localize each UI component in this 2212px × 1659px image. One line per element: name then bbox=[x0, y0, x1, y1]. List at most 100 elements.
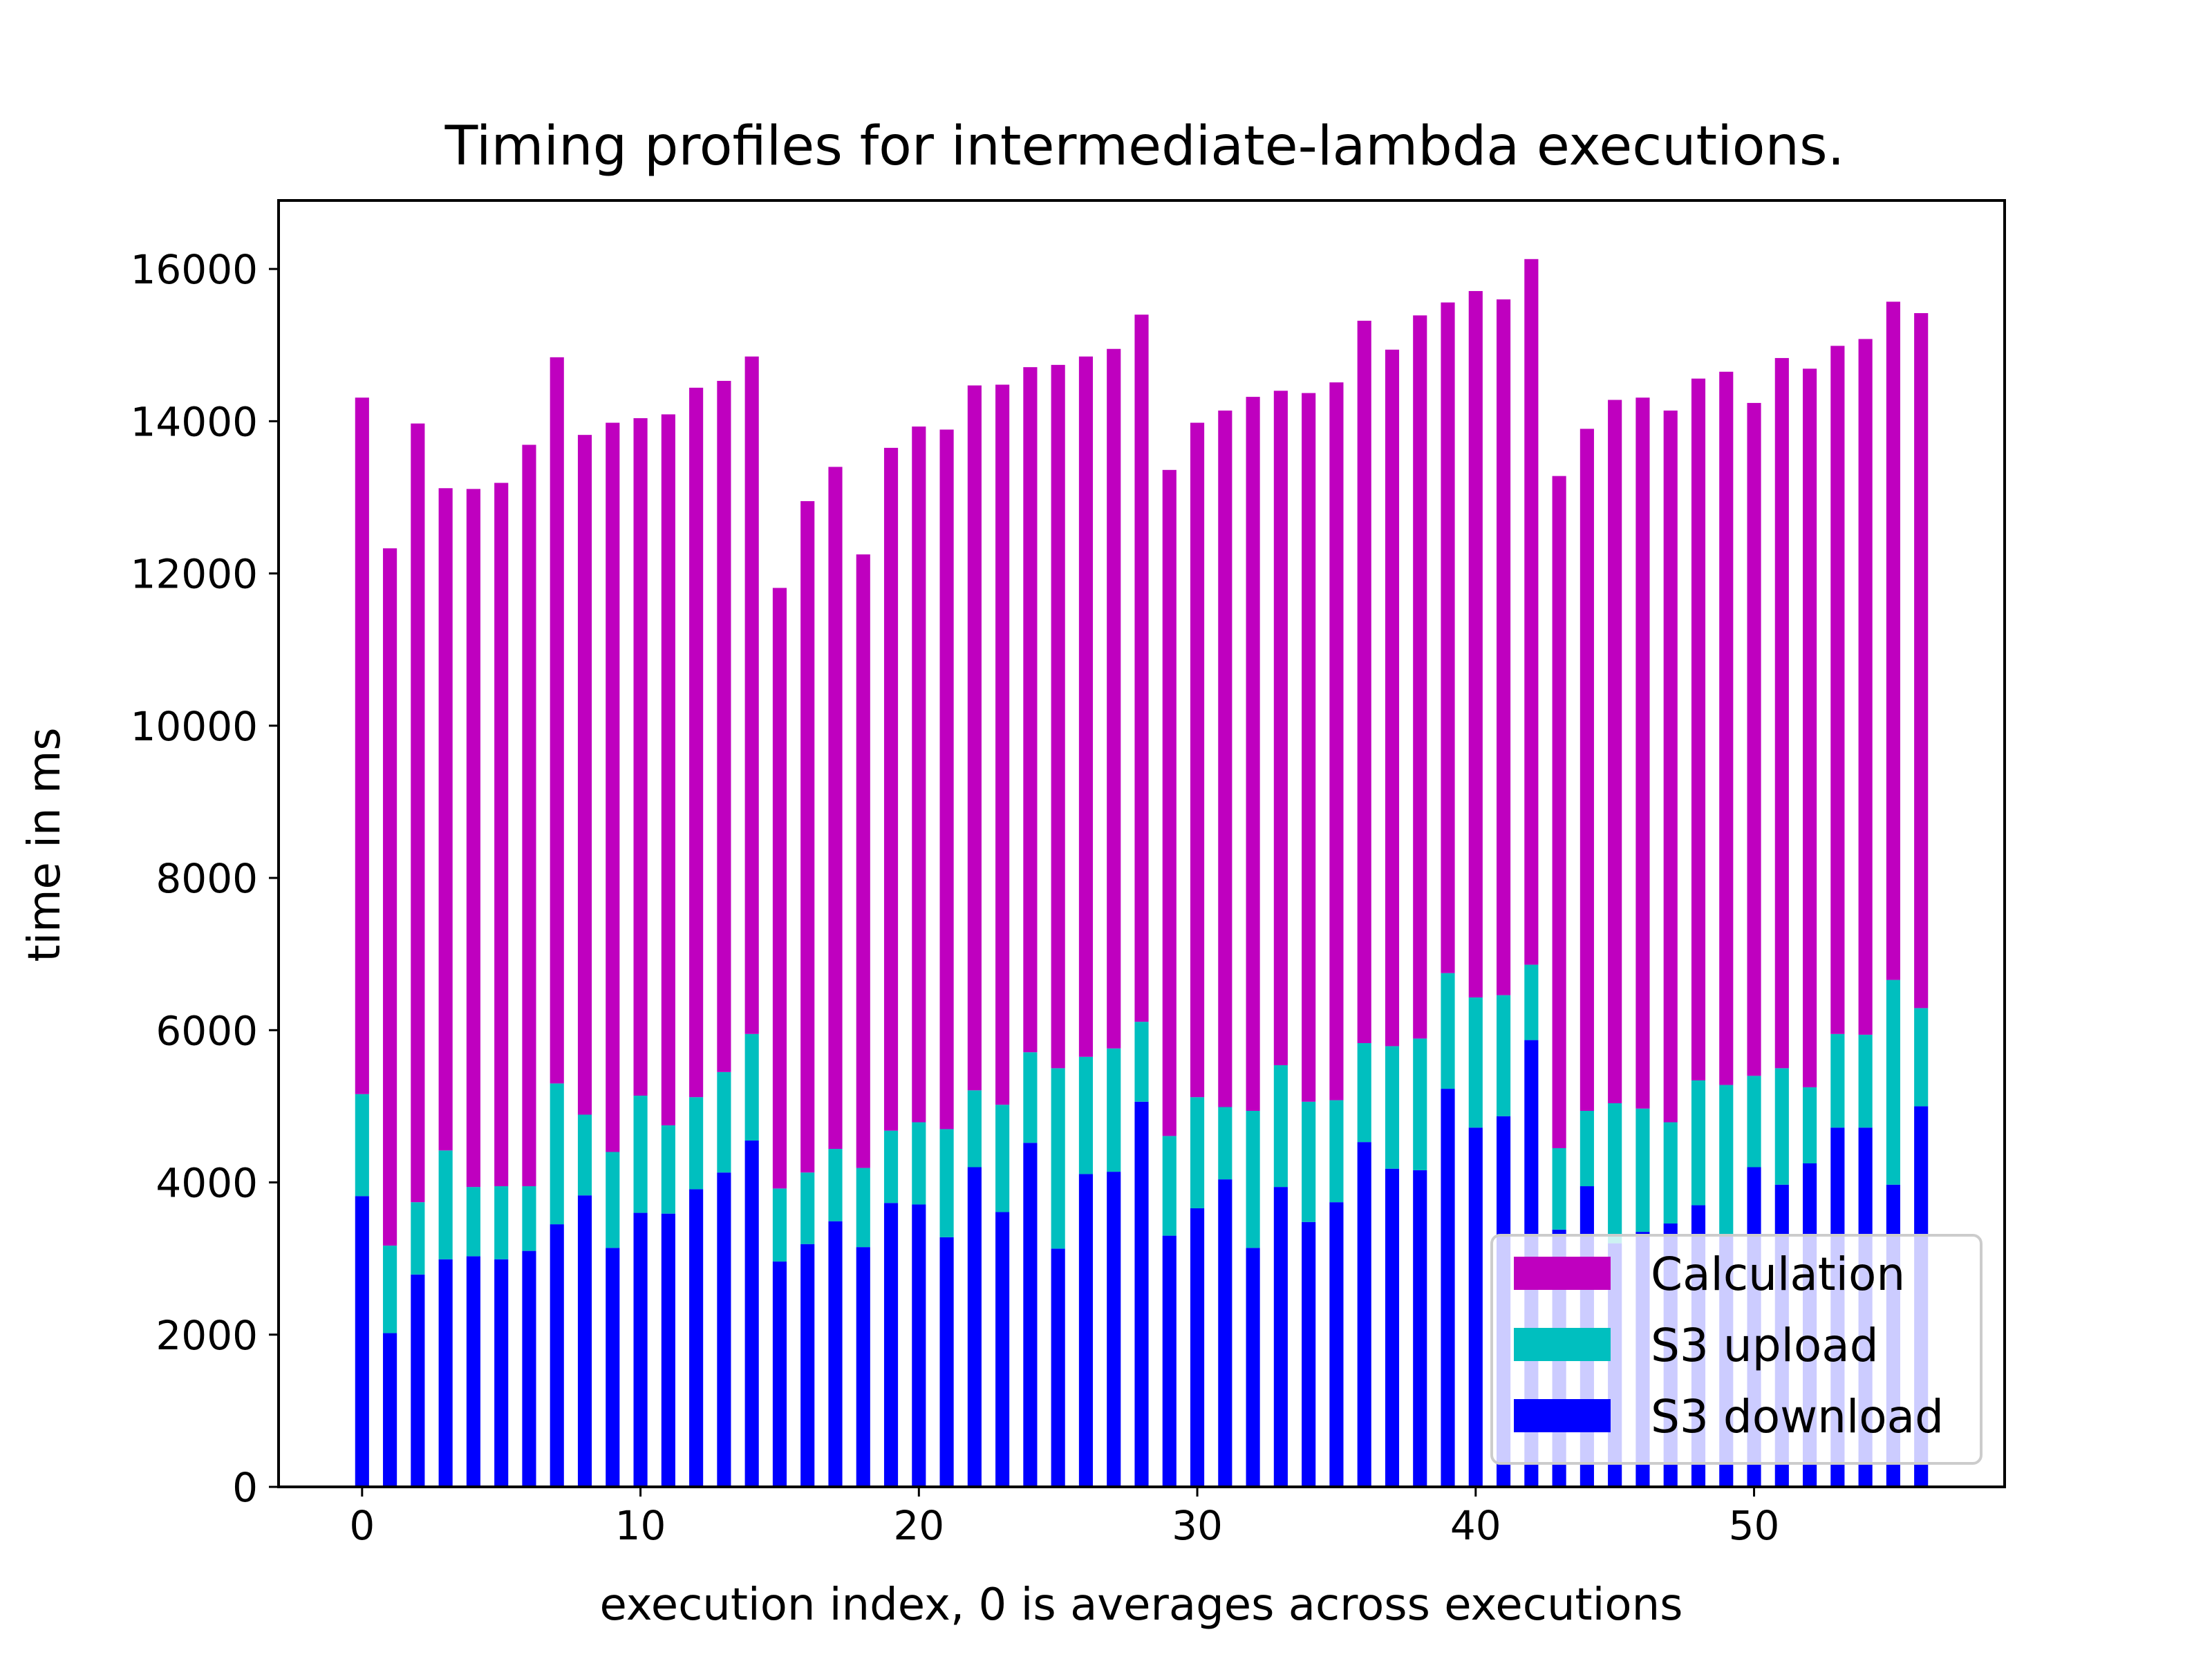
bar-segment-s3-download-1 bbox=[383, 1333, 397, 1487]
bar-segment-s3-upload-2 bbox=[411, 1202, 425, 1275]
legend: Calculation S3 upload S3 download bbox=[1490, 1234, 1983, 1465]
bar-segment-s3-download-26 bbox=[1078, 1174, 1094, 1487]
bar-segment-calculation-28 bbox=[1134, 315, 1149, 1022]
bar-segment-s3-download-23 bbox=[995, 1212, 1010, 1487]
bar-segment-calculation-49 bbox=[1719, 371, 1734, 1085]
bar-segment-calculation-38 bbox=[1413, 315, 1427, 1039]
bar-segment-s3-download-17 bbox=[828, 1221, 843, 1487]
y-tick-label-2000: 2000 bbox=[156, 1312, 258, 1359]
bar-segment-s3-download-28 bbox=[1134, 1101, 1149, 1487]
bar-segment-s3-upload-15 bbox=[772, 1188, 787, 1262]
bar-segment-calculation-42 bbox=[1524, 259, 1539, 965]
legend-label-s3-download: S3 download bbox=[1651, 1390, 1944, 1443]
bar-segment-calculation-39 bbox=[1441, 302, 1455, 973]
chart-title: Timing profiles for intermediate-lambda … bbox=[444, 115, 1845, 178]
bar-segment-calculation-36 bbox=[1357, 320, 1371, 1044]
bar-segment-calculation-34 bbox=[1302, 393, 1316, 1102]
bar-segment-calculation-53 bbox=[1830, 346, 1845, 1034]
x-tick-label-40: 40 bbox=[1450, 1502, 1501, 1549]
bar-segment-s3-upload-24 bbox=[1023, 1052, 1038, 1143]
bar-segment-s3-upload-36 bbox=[1357, 1043, 1371, 1143]
bar-segment-calculation-41 bbox=[1497, 299, 1511, 995]
bar-segment-calculation-24 bbox=[1023, 367, 1038, 1053]
bar-segment-calculation-32 bbox=[1246, 397, 1260, 1112]
bar-segment-s3-upload-22 bbox=[967, 1090, 982, 1168]
bar-segment-s3-download-35 bbox=[1329, 1202, 1344, 1487]
bar-segment-s3-upload-21 bbox=[939, 1129, 954, 1237]
bar-segment-calculation-11 bbox=[661, 414, 675, 1125]
bar-segment-calculation-23 bbox=[995, 384, 1010, 1105]
bar-segment-calculation-43 bbox=[1552, 476, 1566, 1148]
bar-segment-s3-upload-25 bbox=[1051, 1068, 1065, 1249]
bar-segment-calculation-51 bbox=[1774, 357, 1789, 1069]
bar-segment-s3-upload-17 bbox=[828, 1149, 843, 1221]
y-axis-ticks: 0 2000 4000 6000 8000 10000 12000 14000 16000 bbox=[130, 246, 279, 1511]
bar-segment-s3-upload-4 bbox=[466, 1187, 480, 1257]
bar-segment-s3-download-10 bbox=[633, 1212, 648, 1487]
bar-segment-calculation-17 bbox=[828, 467, 843, 1150]
bar-segment-calculation-27 bbox=[1107, 348, 1121, 1049]
bar-segment-s3-upload-55 bbox=[1886, 980, 1900, 1185]
bar-segment-s3-upload-39 bbox=[1441, 973, 1455, 1089]
bar-segment-s3-upload-51 bbox=[1774, 1068, 1789, 1185]
bar-segment-s3-upload-33 bbox=[1273, 1065, 1288, 1188]
bar-segment-calculation-18 bbox=[856, 554, 870, 1168]
bar-segment-s3-download-29 bbox=[1162, 1235, 1177, 1487]
bar-segment-s3-download-21 bbox=[939, 1237, 954, 1487]
y-tick-label-12000: 12000 bbox=[130, 551, 258, 598]
bar-segment-s3-upload-32 bbox=[1246, 1111, 1260, 1248]
bar-segment-calculation-33 bbox=[1273, 391, 1288, 1065]
bar-segment-calculation-40 bbox=[1468, 291, 1483, 997]
bar-segment-s3-download-0 bbox=[355, 1196, 369, 1487]
bar-segment-s3-upload-34 bbox=[1302, 1101, 1316, 1222]
bar-segment-s3-download-9 bbox=[606, 1248, 620, 1487]
bar-segment-calculation-37 bbox=[1385, 349, 1400, 1047]
bar-segment-s3-upload-12 bbox=[689, 1097, 704, 1190]
bar-segment-calculation-52 bbox=[1803, 368, 1817, 1087]
bar-segment-calculation-29 bbox=[1162, 469, 1177, 1136]
bar-segment-s3-upload-49 bbox=[1719, 1085, 1734, 1236]
bar-segment-calculation-56 bbox=[1914, 312, 1929, 1009]
bar-segment-s3-download-39 bbox=[1441, 1089, 1455, 1487]
bar-segment-s3-upload-30 bbox=[1190, 1097, 1205, 1208]
bar-segment-s3-upload-46 bbox=[1635, 1108, 1650, 1232]
bar-segment-s3-upload-14 bbox=[744, 1033, 759, 1141]
bar-segment-s3-upload-1 bbox=[383, 1245, 397, 1333]
y-tick-label-6000: 6000 bbox=[156, 1007, 258, 1054]
bar-segment-s3-upload-54 bbox=[1858, 1034, 1873, 1128]
bar-segment-s3-upload-27 bbox=[1107, 1048, 1121, 1172]
bar-segment-calculation-6 bbox=[522, 444, 536, 1187]
bar-segment-s3-download-18 bbox=[856, 1247, 870, 1487]
bar-segment-calculation-15 bbox=[772, 588, 787, 1189]
bar-segment-calculation-9 bbox=[606, 422, 620, 1152]
bar-segment-s3-download-19 bbox=[883, 1203, 899, 1487]
legend-box bbox=[1490, 1234, 1983, 1465]
bar-segment-s3-upload-16 bbox=[800, 1172, 815, 1244]
bar-segment-s3-upload-35 bbox=[1329, 1100, 1344, 1203]
bar-segment-calculation-50 bbox=[1747, 402, 1761, 1076]
plot-frame bbox=[277, 199, 2006, 1488]
x-tick-label-50: 50 bbox=[1729, 1502, 1780, 1549]
bar-segment-s3-upload-0 bbox=[355, 1094, 369, 1197]
bar-segment-calculation-1 bbox=[383, 548, 397, 1246]
bar-segment-s3-upload-23 bbox=[995, 1105, 1010, 1212]
bar-segment-s3-upload-44 bbox=[1580, 1111, 1594, 1187]
bar-segment-s3-download-27 bbox=[1107, 1172, 1121, 1487]
bar-segment-s3-download-11 bbox=[661, 1213, 675, 1487]
bar-segment-s3-download-24 bbox=[1023, 1143, 1038, 1487]
bar-segment-calculation-25 bbox=[1051, 364, 1065, 1069]
bar-segment-s3-download-22 bbox=[967, 1167, 982, 1487]
x-tick-label-20: 20 bbox=[893, 1502, 944, 1549]
bar-segment-calculation-22 bbox=[967, 385, 982, 1091]
bar-segment-s3-upload-38 bbox=[1413, 1038, 1427, 1170]
bar-segment-s3-upload-8 bbox=[577, 1114, 592, 1196]
bar-segment-s3-download-8 bbox=[577, 1195, 592, 1487]
bar-segment-s3-download-30 bbox=[1190, 1208, 1205, 1487]
x-axis-label: execution index, 0 is averages across ex… bbox=[600, 1580, 1683, 1631]
bar-segment-s3-upload-37 bbox=[1385, 1046, 1400, 1169]
bar-segment-s3-upload-20 bbox=[912, 1122, 926, 1205]
bar-segment-s3-download-16 bbox=[800, 1244, 815, 1487]
bar-segment-s3-download-38 bbox=[1413, 1170, 1427, 1487]
bar-segment-s3-upload-5 bbox=[494, 1186, 509, 1259]
bar-segment-s3-download-37 bbox=[1385, 1168, 1400, 1487]
